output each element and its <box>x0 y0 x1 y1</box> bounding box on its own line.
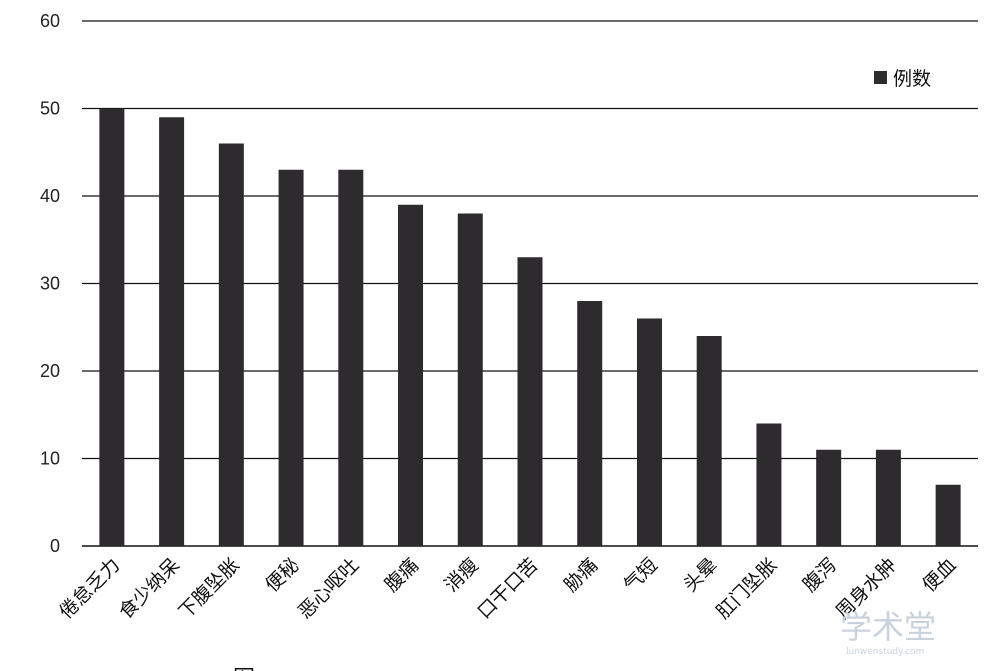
legend-swatch <box>874 71 887 84</box>
legend-label: 例数 <box>893 68 931 90</box>
x-category-label: 肛门坠胀 <box>712 554 781 623</box>
bar-9 <box>636 318 662 546</box>
y-tick-label: 40 <box>40 186 60 206</box>
y-tick-label: 50 <box>40 99 60 119</box>
bar-3 <box>278 169 304 546</box>
bar-14 <box>935 484 961 546</box>
x-category-label: 气短 <box>620 554 662 596</box>
y-tick-label: 0 <box>50 536 60 556</box>
y-tick-label: 30 <box>40 274 60 294</box>
y-tick-label: 10 <box>40 449 60 469</box>
bar-5 <box>398 204 424 546</box>
watermark: 学术堂 lunwenstudy.com <box>840 608 936 657</box>
watermark-url: lunwenstudy.com <box>846 647 924 657</box>
bar-13 <box>875 449 901 546</box>
x-category-label: 倦怠乏力 <box>55 554 124 623</box>
bar-11 <box>756 423 782 546</box>
x-category-label: 腹泻 <box>799 554 841 596</box>
caption-text: 图 <box>233 667 255 671</box>
figure-caption: 图 <box>233 667 255 671</box>
x-category-label: 便血 <box>918 554 960 596</box>
x-category-label: 消瘦 <box>440 554 482 596</box>
x-category-label: 胁痛 <box>560 554 602 596</box>
x-category-label: 下腹坠胀 <box>175 554 244 623</box>
legend: 例数 <box>874 68 931 90</box>
x-category-label: 恶心呕吐 <box>294 554 363 623</box>
bar-1 <box>159 117 185 546</box>
bar-8 <box>577 301 603 546</box>
watermark-logo: 学术堂 <box>840 608 936 646</box>
x-category-label: 头晕 <box>679 554 721 596</box>
x-category-label: 便秘 <box>261 554 303 596</box>
bar-6 <box>457 213 483 546</box>
x-category-label: 腹痛 <box>381 554 423 596</box>
bar-10 <box>696 336 722 546</box>
bar-7 <box>517 257 543 546</box>
x-category-label: 食少纳呆 <box>115 554 184 623</box>
x-category-label: 口干口苦 <box>473 554 542 623</box>
y-tick-label: 60 <box>40 11 60 31</box>
y-tick-label: 20 <box>40 361 60 381</box>
bar-12 <box>816 449 842 546</box>
bar-2 <box>218 143 244 546</box>
bar-4 <box>338 169 364 546</box>
bars <box>99 108 961 546</box>
bar-0 <box>99 108 125 546</box>
y-axis-ticks: 0 10 20 30 40 50 60 <box>40 11 60 556</box>
